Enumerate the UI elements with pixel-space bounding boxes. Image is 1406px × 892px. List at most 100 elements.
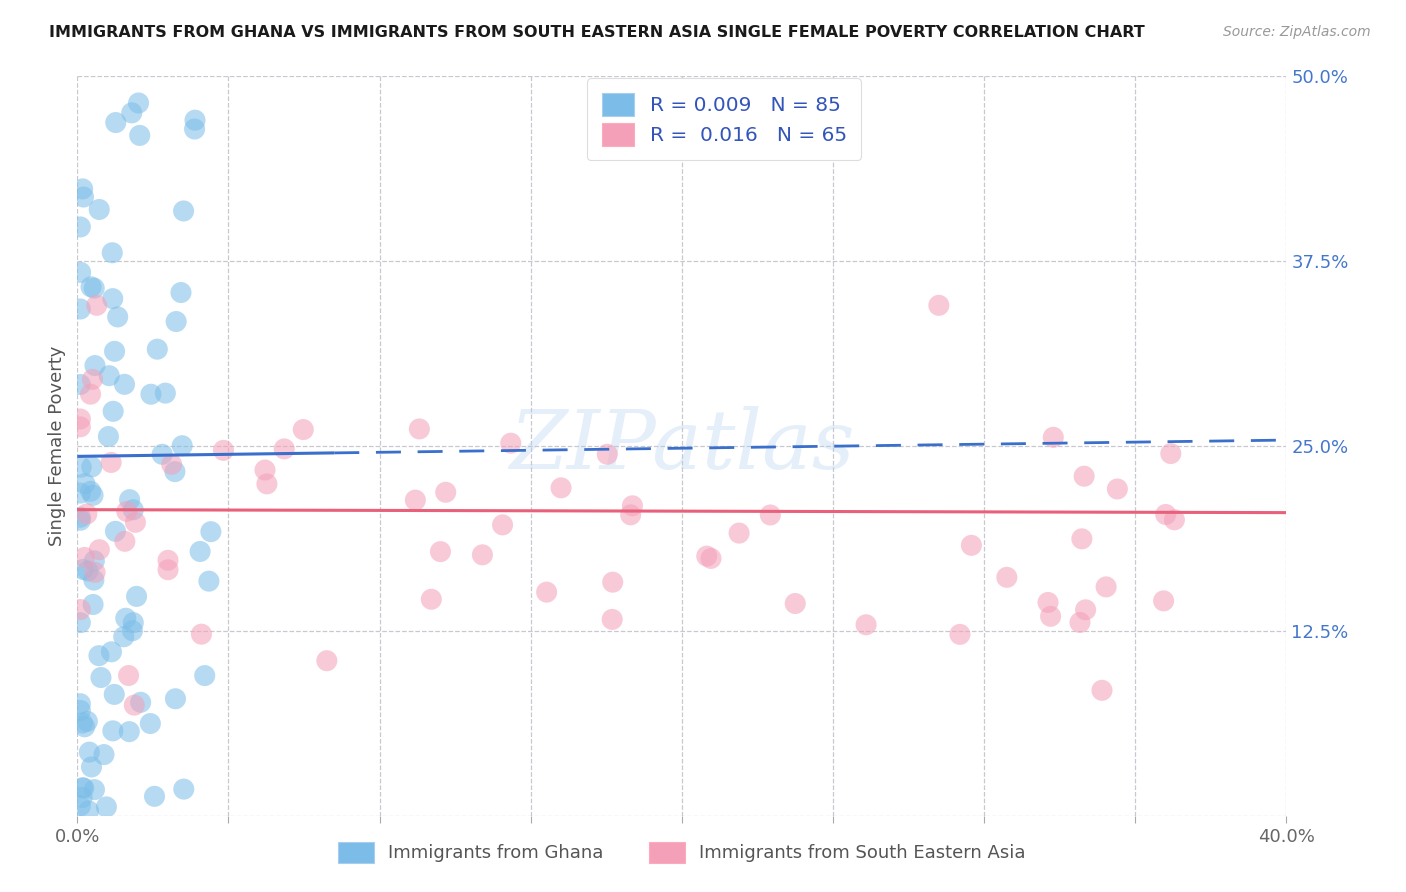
Point [855,617,877,632]
Point [1069,615,1091,630]
Point [83,573,105,587]
Point [89,542,111,557]
Point [97,429,120,443]
Point [620,508,643,522]
Point [121,105,143,120]
Point [69,486,91,500]
Point [104,115,127,129]
Point [107,310,129,324]
Point [600,612,623,626]
Point [256,476,278,491]
Point [408,422,430,436]
Point [98,368,121,383]
Point [273,442,295,456]
Point [80,459,103,474]
Point [69,377,91,392]
Point [89,202,111,217]
Point [728,526,751,541]
Point [190,627,212,641]
Point [69,301,91,316]
Point [200,524,222,539]
Text: IMMIGRANTS FROM GHANA VS IMMIGRANTS FROM SOUTH EASTERN ASIA SINGLE FEMALE POVERT: IMMIGRANTS FROM GHANA VS IMMIGRANTS FROM… [49,25,1144,40]
Point [84,359,107,373]
Point [83,782,105,797]
Point [69,510,91,524]
Point [160,458,183,472]
Point [1074,603,1097,617]
Point [550,481,572,495]
Point [117,668,139,682]
Point [404,493,426,508]
Point [146,342,169,356]
Point [79,745,101,759]
Point [100,455,122,469]
Point [165,314,187,328]
Point [960,538,983,552]
Point [90,671,112,685]
Point [785,597,807,611]
Point [122,503,145,517]
Point [1163,513,1185,527]
Point [128,95,150,110]
Point [1039,609,1062,624]
Point [69,420,91,434]
Point [86,298,108,312]
Point [114,534,136,549]
Point [198,574,221,589]
Point [139,387,162,401]
Point [101,404,124,418]
Point [69,219,91,234]
Point [100,645,122,659]
Point [253,463,276,477]
Point [124,698,146,712]
Point [596,447,619,461]
Point [184,113,207,128]
Point [165,691,187,706]
Point [72,780,94,795]
Point [72,716,94,731]
Point [183,122,205,136]
Point [73,780,96,795]
Point [76,714,98,729]
Point [115,504,138,518]
Point [212,443,235,458]
Point [150,447,173,461]
Point [143,789,166,804]
Point [315,654,337,668]
Point [420,592,443,607]
Point [1042,430,1064,444]
Text: ZIPatlas: ZIPatlas [509,406,855,486]
Point [602,575,624,590]
Point [112,630,135,644]
Point [83,281,105,295]
Point [84,566,107,580]
Point [69,602,91,616]
Point [696,549,718,563]
Point [87,648,110,663]
Point [172,439,194,453]
Point [292,423,315,437]
Point [499,436,522,450]
Point [73,550,96,565]
Point [118,724,141,739]
Point [103,687,125,701]
Point [125,590,148,604]
Legend: Immigrants from Ghana, Immigrants from South Eastern Asia: Immigrants from Ghana, Immigrants from S… [330,835,1033,870]
Point [69,412,91,426]
Text: Source: ZipAtlas.com: Source: ZipAtlas.com [1223,25,1371,39]
Point [1095,580,1118,594]
Point [1070,532,1092,546]
Point [1154,508,1177,522]
Point [69,798,91,813]
Point [69,615,91,630]
Point [995,570,1018,584]
Point [83,554,105,568]
Point [76,507,98,521]
Point [104,524,127,539]
Point [80,280,103,294]
Point [96,800,118,814]
Point [1160,446,1182,460]
Point [429,544,451,558]
Point [79,387,101,401]
Point [103,344,125,359]
